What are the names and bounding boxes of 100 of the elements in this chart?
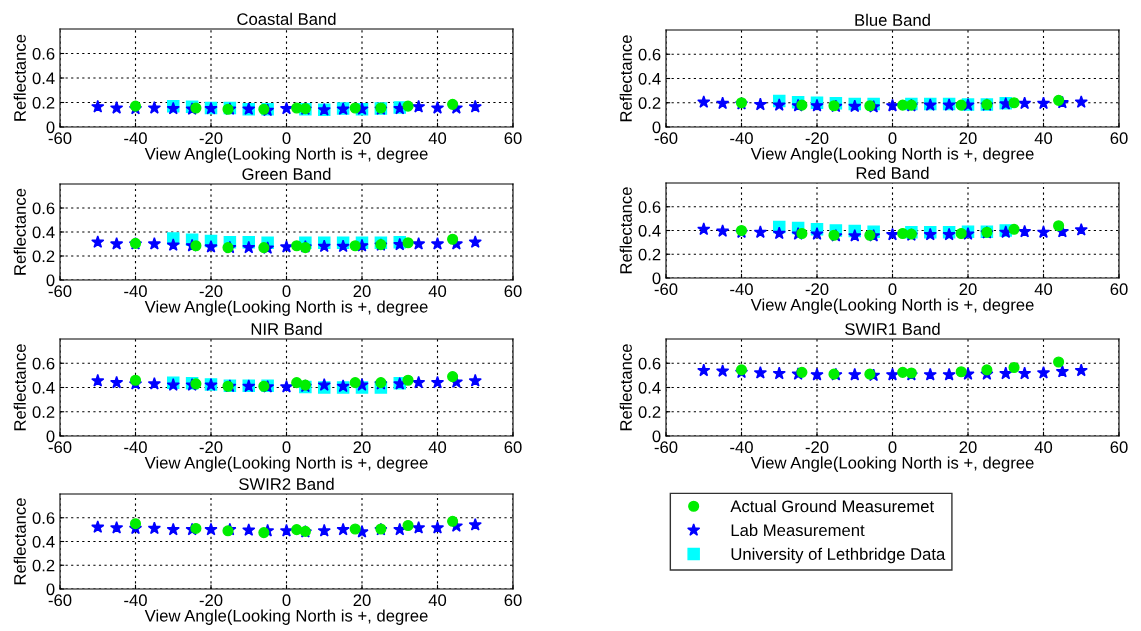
y-tick-label: 0.2	[32, 559, 55, 572]
x-tick-label: 20	[353, 132, 371, 145]
x-tick-label: -60	[654, 132, 678, 145]
x-tick-label: -20	[199, 441, 223, 454]
chart-title: SWIR1 Band	[845, 322, 940, 335]
y-tick-label: 0.4	[638, 224, 661, 237]
y-tick-label: 0.6	[638, 48, 661, 61]
y-tick-label: 0.4	[32, 535, 55, 548]
x-tick-label: 0	[282, 132, 291, 145]
x-tick-label: -40	[730, 283, 753, 296]
x-tick-label: 20	[959, 132, 977, 145]
x-tick-label: 60	[504, 285, 522, 298]
x-tick-label: -20	[805, 283, 829, 296]
x-tick-label: -20	[805, 441, 829, 454]
y-axis-title: Reflectance	[13, 188, 26, 275]
x-tick-label: -60	[48, 594, 72, 607]
x-tick-label: 40	[428, 285, 447, 298]
x-tick-label: 0	[888, 132, 897, 145]
y-tick-label: 0	[652, 121, 661, 134]
x-axis-title: View Angle(Looking North is +, degree	[144, 147, 428, 163]
y-tick-label: 0	[652, 272, 661, 285]
x-tick-label: -20	[199, 132, 223, 145]
x-tick-label: -60	[48, 285, 72, 298]
x-tick-label: 0	[282, 285, 291, 298]
x-tick-label: 40	[428, 441, 447, 454]
y-axis-title: Reflectance	[13, 344, 26, 431]
x-tick-label: 20	[959, 283, 977, 296]
y-axis-title: Reflectance	[13, 34, 26, 121]
y-axis-title: Reflectance	[13, 498, 26, 585]
x-tick-label: 60	[504, 441, 522, 454]
y-tick-label: 0.4	[32, 226, 55, 239]
x-tick-label: 40	[428, 594, 447, 607]
x-tick-label: -40	[124, 285, 147, 298]
y-tick-label: 0.2	[638, 406, 661, 418]
y-tick-label: 0.6	[32, 202, 55, 215]
y-tick-label: 0	[46, 430, 55, 443]
legend-label: Lab Measurement	[731, 523, 865, 537]
y-tick-label: 0.2	[638, 248, 661, 261]
x-tick-label: 60	[1110, 441, 1128, 454]
x-tick-label: -20	[805, 132, 829, 145]
x-tick-label: -40	[730, 441, 753, 454]
legend-label: University of Lethbridge Data	[731, 547, 946, 564]
x-tick-label: 40	[1034, 132, 1053, 145]
x-tick-label: -40	[124, 594, 147, 607]
y-tick-label: 0.4	[638, 381, 661, 394]
x-tick-label: 0	[888, 283, 897, 296]
x-tick-label: -60	[48, 441, 72, 454]
y-tick-label: 0.2	[32, 250, 55, 263]
x-axis-title: View Angle(Looking North is +, degree	[750, 456, 1034, 472]
y-tick-label: 0	[46, 583, 55, 596]
x-tick-label: 40	[428, 132, 447, 145]
y-tick-label: 0.6	[32, 512, 55, 524]
chart-title: Blue Band	[855, 13, 930, 26]
y-tick-label: 0.6	[32, 47, 55, 60]
x-tick-label: 0	[282, 441, 291, 454]
x-axis-title: View Angle(Looking North is +, degree	[750, 147, 1034, 163]
x-tick-label: 40	[1034, 441, 1053, 454]
x-tick-label: -40	[124, 441, 147, 454]
x-axis-title: View Angle(Looking North is +, degree	[750, 298, 1034, 314]
y-tick-label: 0.2	[638, 97, 661, 109]
y-tick-label: 0.4	[32, 72, 55, 85]
chart-title: Red Band	[856, 166, 929, 179]
x-tick-label: -60	[654, 441, 678, 454]
x-tick-label: -20	[199, 285, 223, 298]
y-tick-label: 0	[46, 121, 55, 134]
chart-title: Green Band	[242, 167, 331, 180]
y-tick-label: 0	[46, 274, 55, 287]
x-tick-label: 20	[353, 594, 371, 607]
x-tick-label: -60	[654, 283, 678, 296]
y-tick-label: 0.4	[638, 72, 661, 85]
x-tick-label: 60	[504, 132, 522, 145]
x-tick-label: -60	[48, 132, 72, 145]
x-tick-label: -20	[199, 594, 223, 607]
x-axis-title: View Angle(Looking North is +, degree	[144, 456, 428, 472]
x-tick-label: 60	[1110, 283, 1128, 296]
y-axis-title: Reflectance	[619, 35, 632, 122]
x-tick-label: 40	[1034, 283, 1053, 296]
y-tick-label: 0.6	[638, 201, 661, 213]
x-tick-label: 60	[1110, 132, 1128, 145]
x-tick-label: 20	[353, 285, 371, 298]
y-tick-label: 0.2	[32, 96, 55, 109]
chart-title: SWIR2 Band	[239, 477, 334, 490]
y-tick-label: 0	[652, 430, 661, 443]
y-tick-label: 0.2	[32, 406, 55, 418]
x-tick-label: 60	[504, 594, 522, 607]
y-axis-title: Reflectance	[619, 344, 632, 431]
x-tick-label: -40	[730, 132, 753, 145]
x-axis-title: View Angle(Looking North is +, degree	[144, 300, 428, 316]
legend-label: Actual Ground Measuremet	[730, 500, 935, 513]
x-axis-title: View Angle(Looking North is +, degree	[144, 609, 428, 625]
x-tick-label: 20	[959, 441, 977, 454]
y-tick-label: 0.6	[32, 357, 55, 370]
y-tick-label: 0.4	[32, 381, 55, 394]
chart-title: Coastal Band	[237, 12, 336, 25]
y-axis-title: Reflectance	[619, 187, 632, 274]
x-tick-label: 0	[282, 594, 291, 607]
chart-title: NIR Band	[251, 322, 322, 335]
x-tick-label: 0	[888, 441, 897, 454]
y-tick-label: 0.6	[638, 357, 661, 370]
x-tick-label: 20	[353, 441, 371, 454]
